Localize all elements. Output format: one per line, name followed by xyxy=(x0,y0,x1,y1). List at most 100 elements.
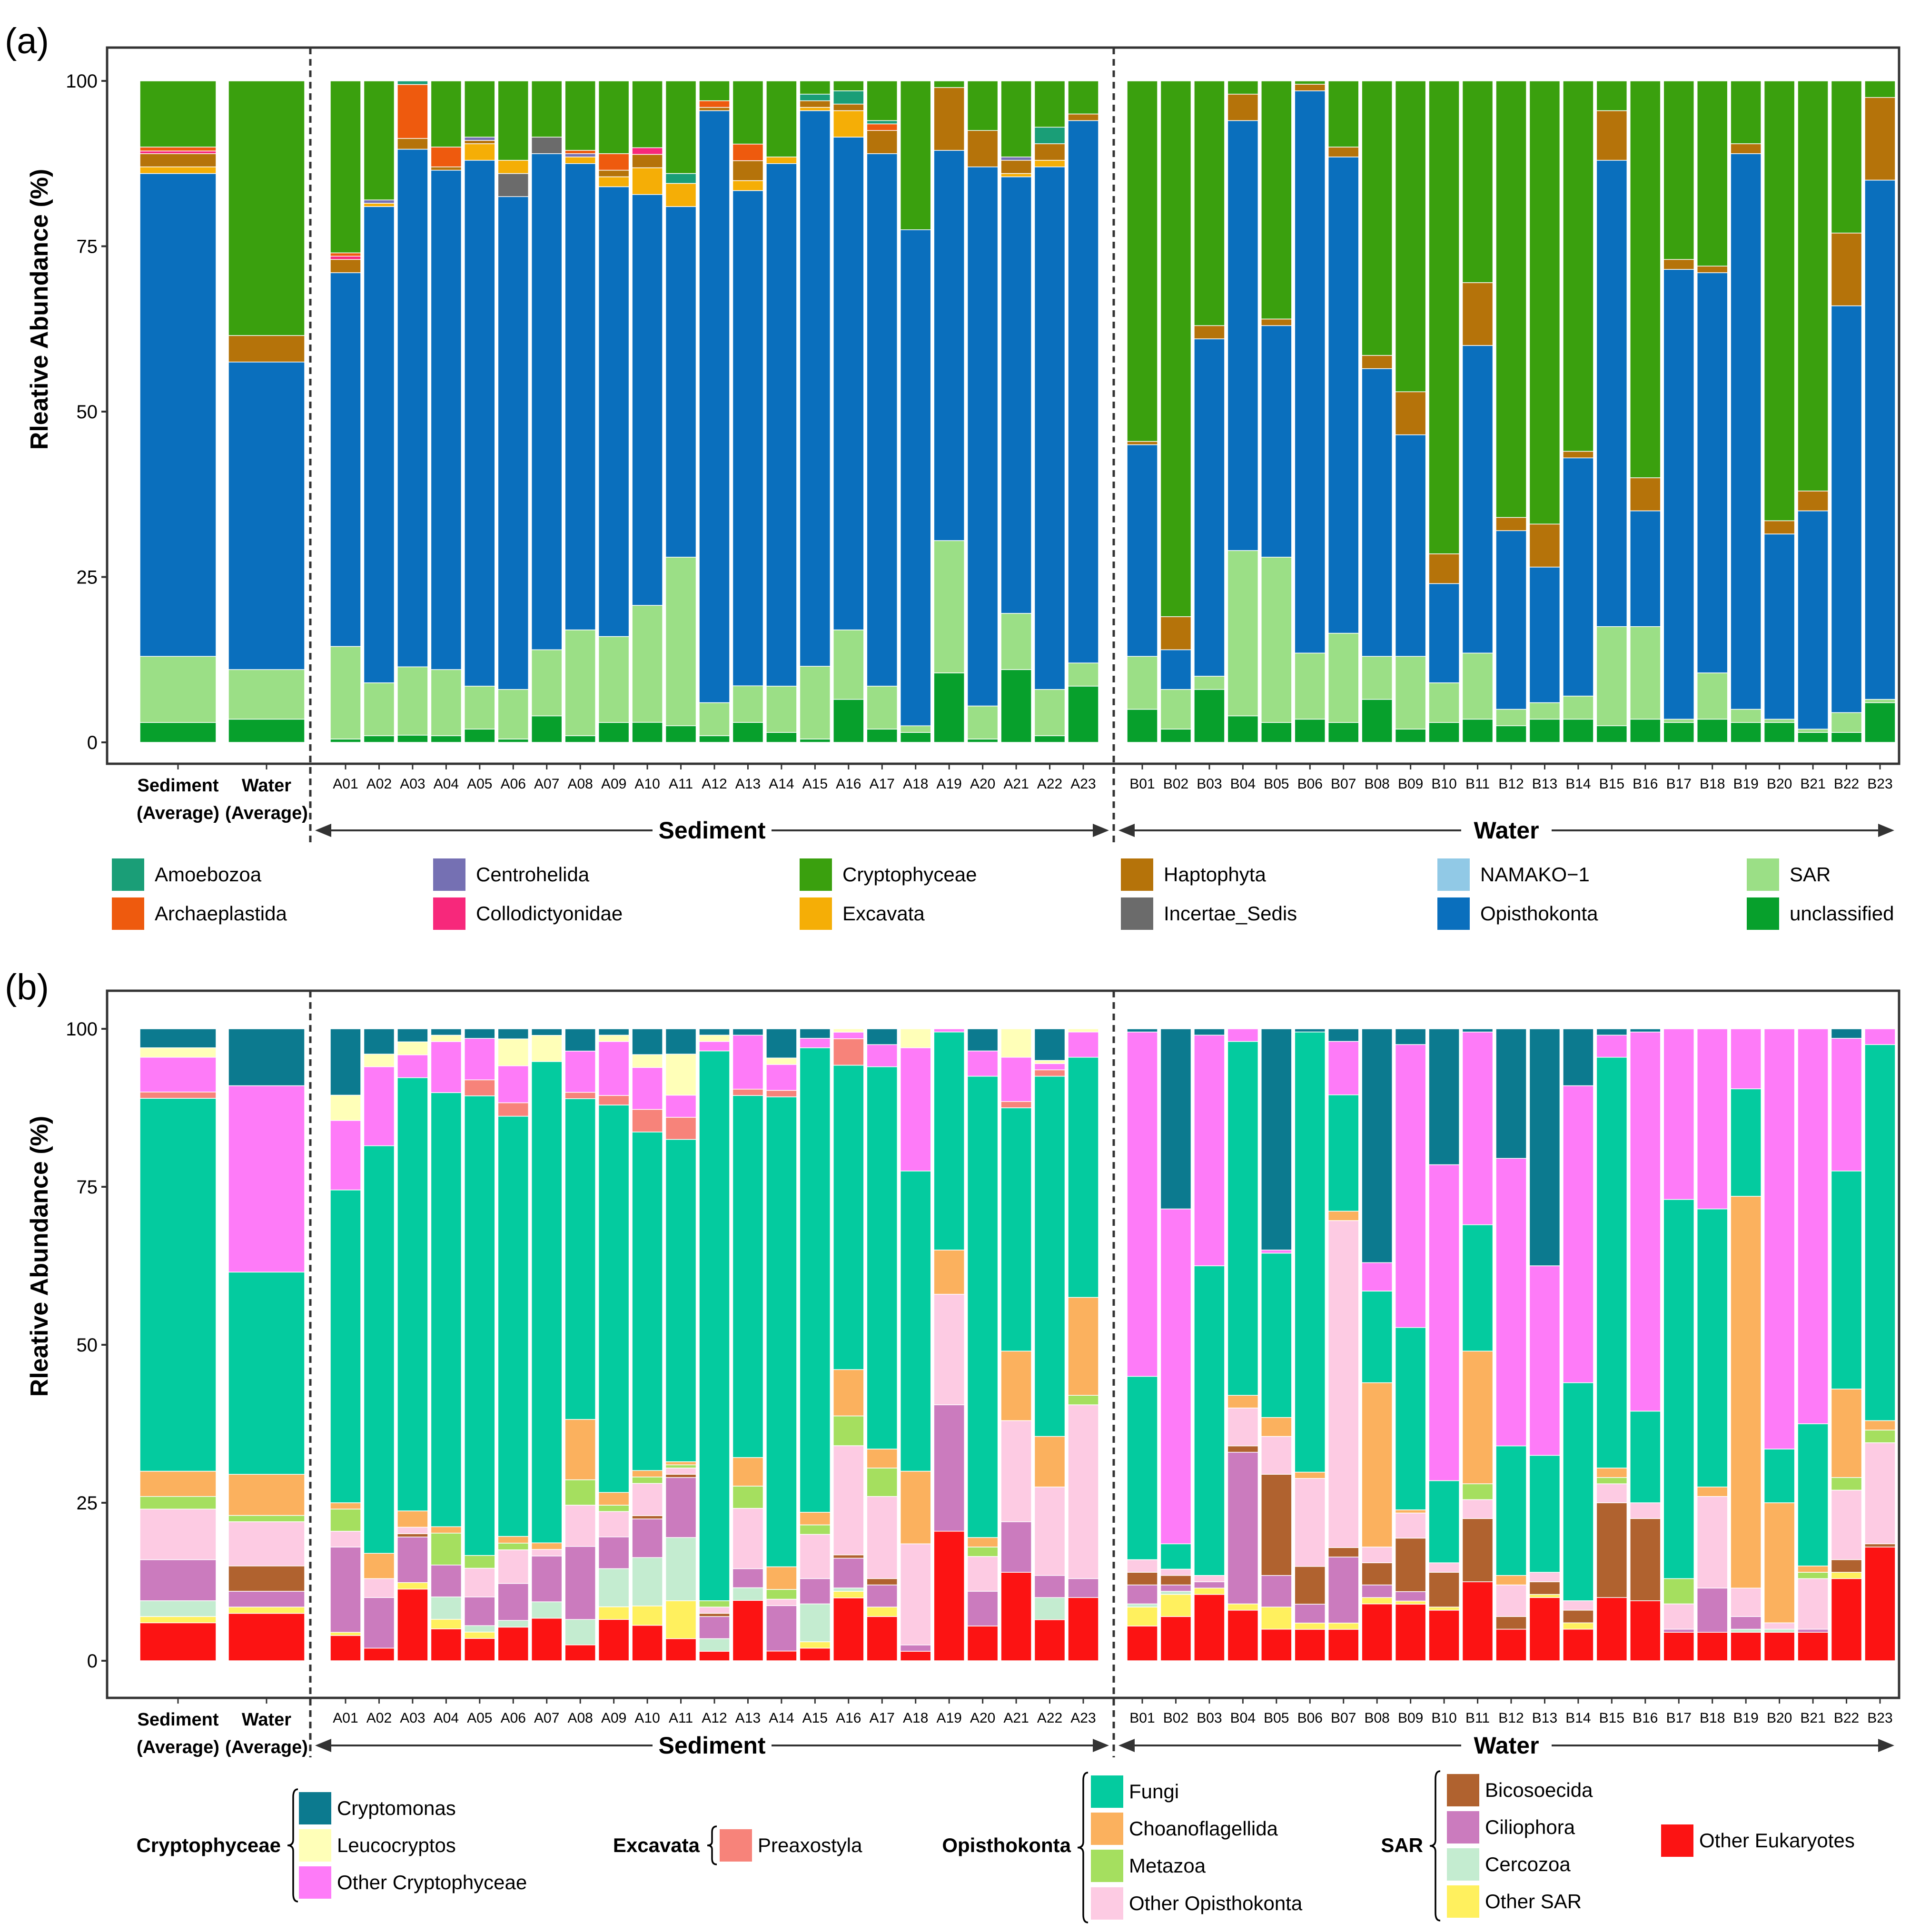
panel-a-legend-label: Haptophyta xyxy=(1164,863,1266,886)
panel-b-bar-segment-b07-choanoflagellida xyxy=(1327,1211,1359,1221)
panel-b-bar-segment-b18-other-eukaryotes xyxy=(1696,1632,1728,1661)
panel-a-bar-segment-a23-cryptophyceae xyxy=(1068,80,1099,115)
panel-b-bar-segment-b03-ciliophora xyxy=(1194,1581,1225,1589)
panel-a-x-tick-label: A20 xyxy=(970,776,995,792)
panel-b-bar-segment-b12-fungi xyxy=(1495,1445,1527,1576)
panel-a-bar-segment-b17-haptophyta xyxy=(1663,259,1695,270)
panel-a-bar-segment-b18-sar xyxy=(1696,672,1728,720)
panel-b-bar-segment-b04-other-eukaryotes xyxy=(1227,1610,1259,1661)
panel-a-bar-segment-a11-opisthokonta xyxy=(665,206,697,558)
panel-a-bar-segment-a18-sar xyxy=(900,725,931,733)
panel-b-x-tick-label: B04 xyxy=(1230,1710,1256,1726)
panel-b-bar-segment-b14-other-eukaryotes xyxy=(1563,1628,1594,1661)
panel-a-bar-segment-b05-haptophyta xyxy=(1261,318,1292,326)
panel-b-bar-segment-a05-preaxostyla xyxy=(464,1079,495,1096)
panel-b-bar-segment-b17-ciliophora xyxy=(1663,1628,1695,1633)
panel-b-bar-segment-a17-cryptomonas xyxy=(866,1028,898,1045)
panel-b-bar-segment-b03-other-sar xyxy=(1194,1587,1225,1595)
panel-b-bar-segment-a02-fungi xyxy=(363,1145,395,1554)
panel-b-bar-segment-a12-other-opisthokonta xyxy=(699,1607,730,1614)
panel-b-bar-segment-b23-fungi xyxy=(1864,1044,1896,1421)
panel-a-bar-segment-a13-haptophyta xyxy=(732,160,764,181)
panel-a-legend-swatch xyxy=(1747,897,1779,930)
panel-b-legend-swatch xyxy=(1447,1885,1479,1918)
panel-a-x-tick-label: A19 xyxy=(936,776,961,792)
panel-b-bar-segment-a05-other-eukaryotes xyxy=(464,1638,495,1661)
panel-b-bar-segment-a05-other-sar xyxy=(464,1631,495,1639)
panel-b-legend-swatch xyxy=(1091,1813,1123,1845)
panel-a-legend-swatch xyxy=(800,897,832,930)
panel-a-x-tick-label: B08 xyxy=(1364,776,1389,792)
panel-a-bar-segment-a06-sar xyxy=(497,689,529,739)
panel-a-bar-segment-b20-unclassified xyxy=(1763,722,1795,743)
panel-a-legend-label: Collodictyonidae xyxy=(476,902,623,925)
panel-b-bar-segment-b08-ciliophora xyxy=(1361,1584,1393,1598)
panel-b-bar-segment-b06-choanoflagellida xyxy=(1294,1471,1326,1479)
panel-b-bar-segment-a01-other-cryptophyceae xyxy=(330,1120,361,1191)
panel-b-bar-segment-b16-other-eukaryotes xyxy=(1630,1600,1661,1661)
panel-b-bar-segment-a03-other-eukaryotes xyxy=(397,1588,428,1661)
panel-b-bar-segment-a15-other-cryptophyceae xyxy=(799,1038,831,1048)
panel-a-bar-segment-b03-opisthokonta xyxy=(1194,338,1225,677)
panel-b-bar-segment-a19-ciliophora xyxy=(933,1404,965,1532)
panel-a-legend-label: unclassified xyxy=(1790,902,1894,925)
panel-b-bar-segment-a05-ciliophora xyxy=(464,1597,495,1626)
panel-a-bar-segment-a08-archaeplastida xyxy=(564,150,596,154)
panel-a-bar-segment-a01-opisthokonta xyxy=(330,272,361,647)
panel-a-bar-segment-a05-unclassified xyxy=(464,729,495,743)
panel-b-bar-segment-a17-choanoflagellida xyxy=(866,1449,898,1469)
panel-a-bar-segment-a05-excavata xyxy=(464,143,495,161)
panel-b-bar-segment-b09-cryptomonas xyxy=(1395,1028,1426,1045)
panel-a-bar-segment-b21-opisthokonta xyxy=(1797,510,1829,729)
panel-b-legend-brace xyxy=(1077,1772,1089,1923)
panel-b-bar-segment-b13-fungi xyxy=(1529,1455,1561,1573)
panel-b-bar-segment-a20-other-opisthokonta xyxy=(967,1556,999,1592)
panel-a-bar-segment-b16-unclassified xyxy=(1630,719,1661,743)
panel-a-bar-segment-water-average--haptophyta xyxy=(228,335,305,363)
panel-b-bar-segment-a06-ciliophora xyxy=(497,1583,529,1621)
panel-a-bar-segment-a16-haptophyta xyxy=(833,103,864,111)
panel-a-bar-segment-b12-unclassified xyxy=(1495,725,1527,743)
panel-b-x-tick-label: B15 xyxy=(1599,1710,1624,1726)
panel-b-bar-segment-a18-choanoflagellida xyxy=(900,1470,931,1545)
panel-a-bar-segment-b02-haptophyta xyxy=(1160,616,1192,651)
panel-a-y-tick-label: 0 xyxy=(87,732,98,753)
panel-b-bar-segment-a08-cryptomonas xyxy=(564,1028,596,1052)
panel-a-bar-segment-a03-sar xyxy=(397,666,428,736)
panel-b-bar-segment-a06-other-opisthokonta xyxy=(497,1549,529,1584)
panel-b-x-tick-label: A19 xyxy=(936,1710,961,1726)
panel-b-bar-segment-b19-choanoflagellida xyxy=(1730,1196,1762,1589)
panel-a-plot: 0 25 50 75 100 A01 A02 A03 A04 A05 A06 A07 A08 A09 A10… xyxy=(66,46,1900,847)
panel-b-bar-segment-b04-fungi xyxy=(1227,1041,1259,1396)
panel-b-bar-segment-a10-bicosoecida xyxy=(632,1515,663,1519)
panel-b-bar-segment-a16-other-eukaryotes xyxy=(833,1597,864,1661)
panel-b-bar-segment-sediment-average--other-cryptophyceae xyxy=(139,1057,217,1093)
panel-b-bar-segment-a09-fungi xyxy=(598,1104,630,1493)
panel-b-bar-segment-b12-cryptomonas xyxy=(1495,1028,1527,1159)
panel-b-bar-segment-b18-other-cryptophyceae xyxy=(1696,1028,1728,1210)
panel-b-bar-segment-a04-choanoflagellida xyxy=(430,1526,462,1534)
panel-b-bar-segment-a17-ciliophora xyxy=(866,1584,898,1607)
panel-b-bar-segment-a22-leucocryptos xyxy=(1034,1060,1066,1064)
panel-b-bar-segment-a04-cryptomonas xyxy=(430,1028,462,1036)
panel-a-bar-segment-a21-opisthokonta xyxy=(1000,176,1032,614)
panel-b-bar-segment-b19-ciliophora xyxy=(1730,1616,1762,1630)
panel-b-bar-segment-b13-other-eukaryotes xyxy=(1529,1597,1561,1661)
panel-a-bar-segment-b23-haptophyta xyxy=(1864,97,1896,181)
panel-b-avg-label: Sediment (Average) xyxy=(137,1710,219,1757)
panel-a-x-tick-label: B10 xyxy=(1431,776,1456,792)
panel-b-bar-segment-a02-other-opisthokonta xyxy=(363,1578,395,1598)
panel-b-legend-label: Other Opisthokonta xyxy=(1129,1892,1303,1914)
panel-b-bar-segment-b14-fungi xyxy=(1563,1382,1594,1601)
panel-b-bar-segment-b01-cercozoa xyxy=(1127,1603,1158,1607)
panel-b-x-tick-label: B01 xyxy=(1129,1710,1155,1726)
panel-a-avg-label-line: (Average) xyxy=(225,803,308,823)
panel-b-bar-segment-a13-other-opisthokonta xyxy=(732,1508,764,1569)
panel-a-bar-segment-a07-sar xyxy=(531,649,563,717)
panel-a-x-tick-label: A02 xyxy=(366,776,392,792)
panel-b-bar-segment-a13-cercozoa xyxy=(732,1587,764,1601)
panel-a-bar-segment-a07-cryptophyceae xyxy=(531,80,563,138)
panel-b-bar-segment-a14-preaxostyla xyxy=(766,1090,797,1097)
panel-b-bar-segment-sediment-average--other-opisthokonta xyxy=(139,1508,217,1560)
panel-a-bar-segment-b01-opisthokonta xyxy=(1127,444,1158,657)
